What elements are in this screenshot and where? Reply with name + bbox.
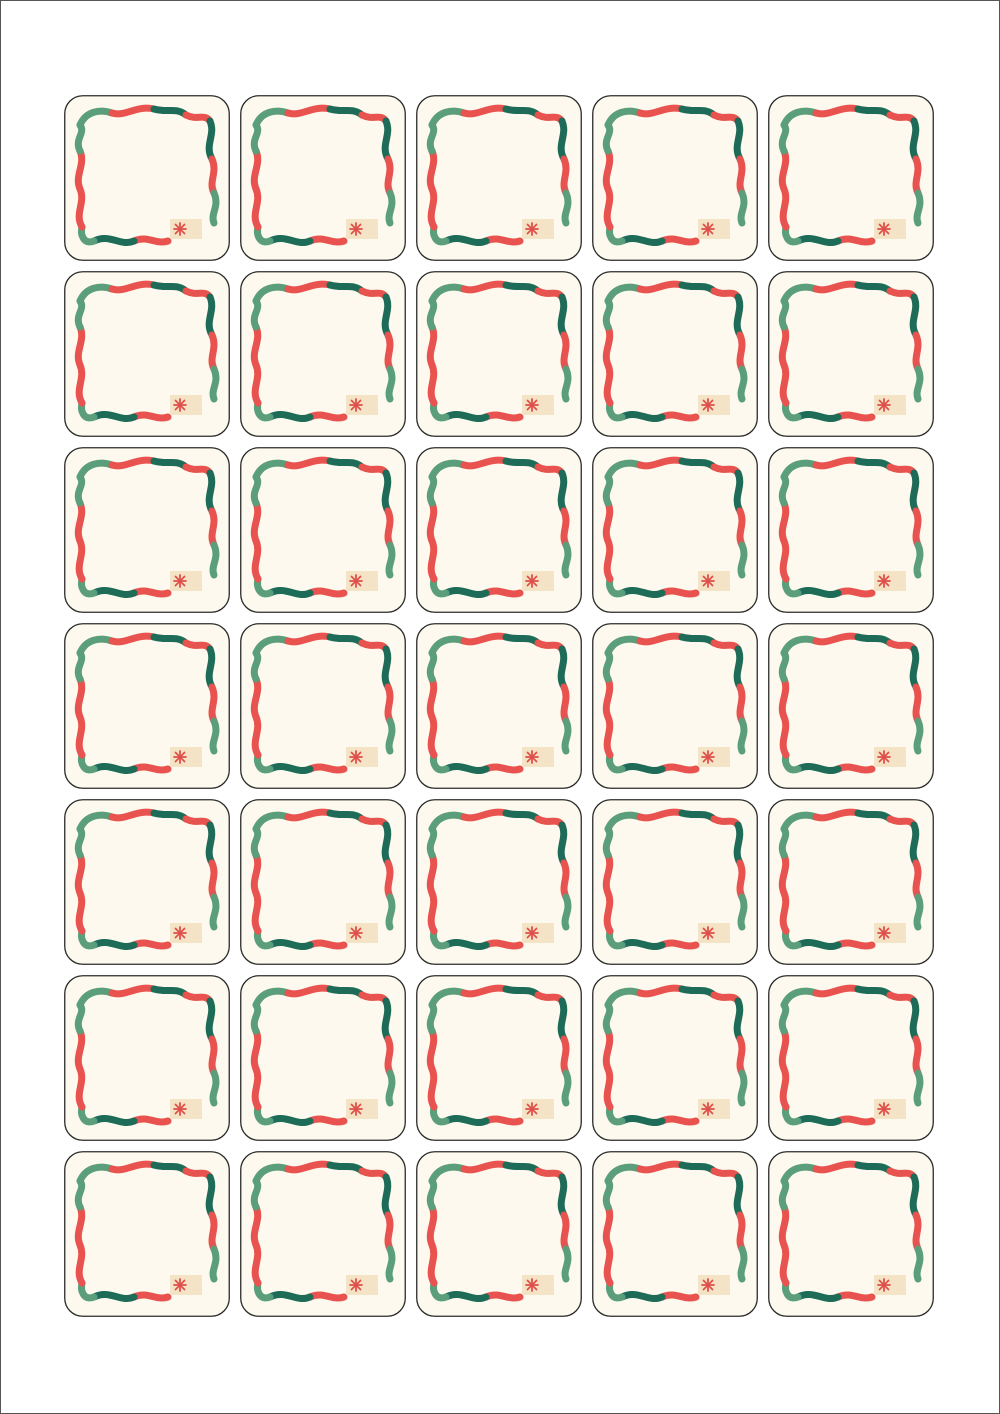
- sticker: [769, 624, 934, 789]
- sticker: [417, 272, 582, 437]
- sticker: [65, 272, 230, 437]
- sticker: [65, 96, 230, 261]
- sticker: [241, 96, 406, 261]
- sticker: [769, 800, 934, 965]
- sticker: [769, 1152, 934, 1317]
- sticker: [65, 1152, 230, 1317]
- sticker: [769, 96, 934, 261]
- sticker: [593, 800, 758, 965]
- sticker: [241, 448, 406, 613]
- sticker: [65, 976, 230, 1141]
- sticker: [417, 448, 582, 613]
- sticker: [769, 448, 934, 613]
- sticker: [241, 1152, 406, 1317]
- sticker: [769, 976, 934, 1141]
- sticker: [417, 976, 582, 1141]
- sticker: [417, 800, 582, 965]
- sticker: [241, 800, 406, 965]
- sticker: [769, 272, 934, 437]
- sticker: [593, 624, 758, 789]
- sticker: [417, 624, 582, 789]
- sticker: [417, 1152, 582, 1317]
- sticker: [65, 800, 230, 965]
- sticker: [593, 96, 758, 261]
- sticker: [593, 976, 758, 1141]
- sticker: [417, 96, 582, 261]
- sticker: [65, 448, 230, 613]
- sticker: [241, 272, 406, 437]
- sticker: [593, 1152, 758, 1317]
- sticker: [241, 624, 406, 789]
- sticker: [593, 448, 758, 613]
- sticker: [241, 976, 406, 1141]
- sticker: [65, 624, 230, 789]
- sticker: [593, 272, 758, 437]
